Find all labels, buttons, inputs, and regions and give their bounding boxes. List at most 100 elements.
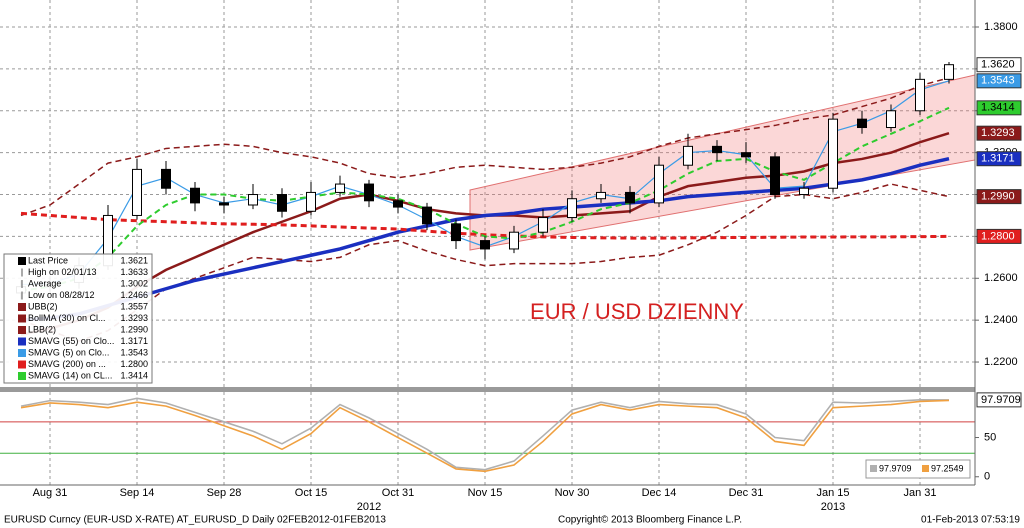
last-value-label: 1.3620 — [981, 59, 1015, 71]
legend-swatch — [18, 372, 26, 380]
legend-value: 1.3557 — [120, 301, 148, 311]
x-group-label: 2013 — [821, 501, 845, 513]
candle-body — [857, 118, 867, 129]
y-tick-label: 1.2200 — [984, 356, 1018, 368]
last-value-label: 1.3171 — [981, 153, 1015, 165]
plot-layer — [0, 61, 975, 473]
x-tick-label: Jan 31 — [903, 487, 936, 499]
legend-label: UBB(2) — [28, 301, 58, 311]
last-value-box — [976, 57, 1022, 73]
candle-body — [364, 183, 374, 202]
legend-lower: 97.9709 97.2549 — [865, 459, 971, 479]
candle-body — [161, 168, 171, 189]
legend-value: 1.3171 — [120, 336, 148, 346]
candle-body — [248, 194, 258, 206]
legend-value: 1.2466 — [120, 290, 148, 300]
last-value-box — [976, 125, 1022, 141]
candle-body — [509, 231, 519, 250]
last-value-label: 1.3293 — [981, 127, 1015, 139]
candle-body — [219, 202, 229, 206]
legend-value: 97.2549 — [931, 463, 964, 473]
legend-box — [865, 459, 971, 479]
legend-swatch — [18, 314, 26, 323]
last-value-box — [976, 392, 1022, 408]
candle-body — [277, 194, 287, 212]
x-tick-label: Oct 15 — [295, 487, 327, 499]
last-value-box — [976, 100, 1022, 116]
oscillator-line — [20, 399, 950, 473]
legend-label: SMAVG (14) on CL... — [28, 370, 112, 380]
last-value-label: 1.2990 — [981, 191, 1015, 203]
legend-label: Low on 08/28/12 — [28, 290, 95, 300]
indicator-line — [20, 211, 950, 240]
y-tick-label: 0 — [984, 471, 990, 483]
legend-box — [3, 253, 153, 384]
candle-body — [538, 217, 548, 233]
candle-body — [451, 223, 461, 242]
legend-swatch — [18, 349, 26, 357]
candle-body — [190, 187, 200, 204]
legend-swatch — [18, 303, 26, 311]
candle-body — [741, 152, 751, 158]
legend-label: SMAVG (55) on Clo... — [28, 336, 114, 346]
candle-body — [306, 191, 316, 212]
x-tick-label: Aug 31 — [33, 487, 68, 499]
legend-value: 1.3633 — [120, 267, 148, 277]
panel-divider — [0, 387, 975, 392]
last-value-label: 1.3414 — [981, 102, 1015, 114]
indicator-line — [20, 77, 950, 217]
legend-label: Average — [28, 278, 61, 288]
x-tick-label: Sep 28 — [207, 487, 242, 499]
candle-body — [915, 78, 925, 112]
legend-value: 97.9709 — [879, 463, 912, 473]
last-value-label: 97.9709 — [981, 394, 1021, 406]
candle-body — [886, 110, 896, 129]
candle-body — [828, 118, 838, 189]
x-tick-label: Sep 14 — [120, 487, 155, 499]
oscillator-line — [20, 397, 950, 471]
last-value-label: 1.2800 — [981, 230, 1015, 242]
legend-label: LBB(2) — [28, 324, 56, 334]
legend-value: 1.3543 — [120, 347, 148, 357]
candle-body — [422, 206, 432, 225]
legend-swatch — [18, 337, 26, 346]
candle-body — [132, 168, 142, 216]
candle-body — [393, 200, 403, 208]
annotation: EUR / USD DZIENNY — [530, 299, 744, 324]
candle-body — [654, 164, 664, 204]
last-value-box — [976, 151, 1022, 167]
legend-label: SMAVG (200) on ... — [28, 359, 106, 369]
y-tick-label: 1.2600 — [984, 272, 1018, 284]
legend-value: 1.3414 — [120, 370, 148, 380]
x-group-label: 2012 — [357, 501, 381, 513]
indicator-line — [20, 157, 950, 322]
candle-body — [567, 198, 577, 219]
legend-value: 1.2990 — [120, 324, 148, 334]
footer-left: EURUSD Curncy (EUR-USD X-RATE) AT_EURUSD… — [4, 515, 386, 526]
legend-swatch — [922, 465, 929, 472]
y-tick-label: 50 — [984, 431, 996, 443]
legend-value: 1.3621 — [120, 255, 148, 265]
legend-swatch — [18, 326, 26, 334]
legend: Last Price 1.3621 High on 02/01/13 1.3633 Av… — [3, 253, 153, 384]
legend-label: Last Price — [28, 255, 68, 265]
legend-label: SMAVG (5) on Clo... — [28, 347, 109, 357]
x-tick-label: Jan 15 — [816, 487, 849, 499]
candle-body — [596, 191, 606, 200]
footer-center: Copyright© 2013 Bloomberg Finance L.P. — [558, 515, 742, 526]
legend-value: 1.2800 — [120, 359, 148, 369]
candle-body — [683, 145, 693, 166]
legend-label: BollMA (30) on Cl... — [28, 313, 106, 323]
x-tick-label: Nov 30 — [555, 487, 590, 499]
x-tick-label: Dec 14 — [642, 487, 677, 499]
legend-label: High on 02/01/13 — [28, 267, 97, 277]
legend-swatch — [18, 360, 26, 369]
footer-right: 01-Feb-2013 07:53:19 — [921, 515, 1020, 526]
y-tick-label: 1.3800 — [984, 21, 1018, 33]
candle-body — [799, 187, 809, 196]
candle-body — [335, 183, 345, 193]
last-value-label: 1.3543 — [981, 75, 1015, 87]
last-value-box — [976, 189, 1022, 205]
candle-body — [944, 64, 954, 80]
